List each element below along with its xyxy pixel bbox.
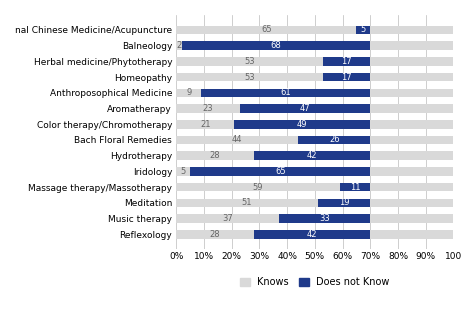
Bar	[278, 214, 369, 223]
Text: 51: 51	[241, 198, 252, 207]
Text: 17: 17	[341, 57, 351, 66]
Bar	[253, 230, 369, 239]
Bar	[239, 104, 369, 113]
Text: 2: 2	[176, 41, 181, 50]
Bar	[234, 120, 369, 129]
Text: 53: 53	[244, 73, 255, 82]
Legend: Knows, Does not Know: Knows, Does not Know	[236, 274, 393, 291]
Text: 19: 19	[338, 198, 348, 207]
Bar	[176, 104, 452, 113]
Text: 23: 23	[202, 104, 213, 113]
Bar	[176, 73, 452, 82]
Bar	[176, 199, 452, 207]
Bar	[176, 151, 452, 160]
Text: 5: 5	[360, 25, 365, 34]
Text: 33: 33	[318, 214, 329, 223]
Text: 65: 65	[260, 25, 271, 34]
Text: 37: 37	[222, 214, 232, 223]
Bar	[176, 183, 452, 191]
Bar	[317, 199, 369, 207]
Bar	[356, 26, 369, 34]
Text: 26: 26	[328, 136, 339, 145]
Bar	[176, 214, 452, 223]
Bar	[339, 183, 369, 191]
Text: 28: 28	[209, 230, 220, 239]
Bar	[253, 151, 369, 160]
Bar	[322, 57, 369, 66]
Bar	[176, 41, 452, 50]
Text: 17: 17	[341, 73, 351, 82]
Bar	[176, 120, 452, 129]
Bar	[176, 26, 452, 34]
Text: 68: 68	[270, 41, 281, 50]
Text: 42: 42	[306, 151, 317, 160]
Text: 11: 11	[349, 182, 359, 192]
Bar	[176, 230, 452, 239]
Bar	[176, 167, 452, 176]
Bar	[176, 136, 452, 144]
Text: 61: 61	[280, 88, 290, 97]
Text: 47: 47	[299, 104, 310, 113]
Text: 9: 9	[186, 88, 191, 97]
Text: 21: 21	[200, 120, 210, 129]
Text: 5: 5	[180, 167, 186, 176]
Text: 59: 59	[252, 182, 263, 192]
Text: 53: 53	[244, 57, 255, 66]
Text: 65: 65	[274, 167, 285, 176]
Bar	[190, 167, 369, 176]
Text: 42: 42	[306, 230, 317, 239]
Bar	[201, 88, 369, 97]
Bar	[176, 88, 452, 97]
Text: 44: 44	[231, 136, 242, 145]
Text: 49: 49	[297, 120, 307, 129]
Bar	[181, 41, 369, 50]
Bar	[322, 73, 369, 82]
Text: 28: 28	[209, 151, 220, 160]
Bar	[176, 57, 452, 66]
Bar	[298, 136, 369, 144]
